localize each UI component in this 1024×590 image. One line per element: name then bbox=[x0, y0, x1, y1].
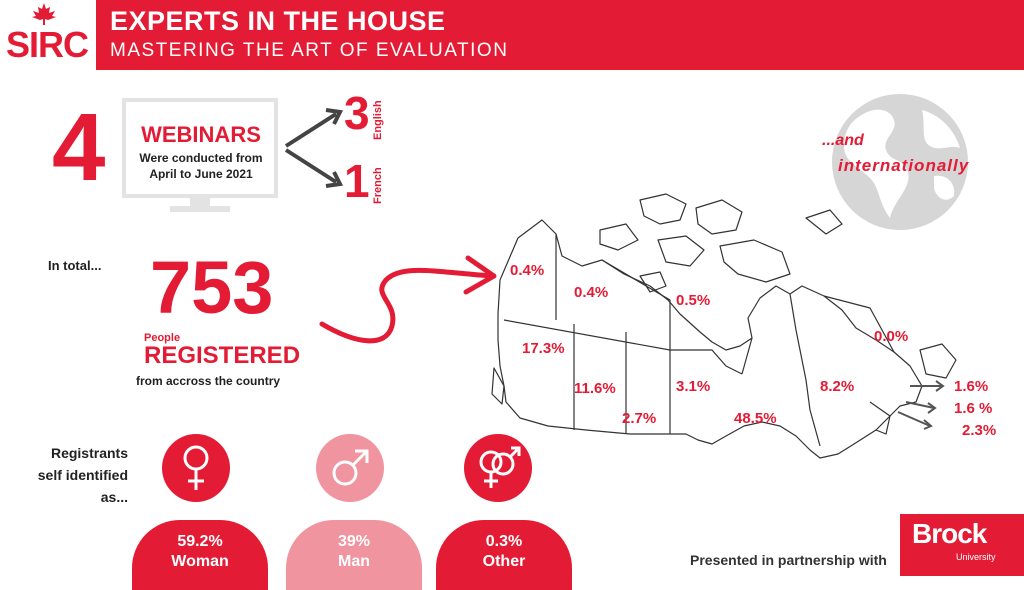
webinar-count: 4 bbox=[52, 94, 106, 201]
woman-percent: 59.2% bbox=[177, 533, 223, 550]
ontario-north-border bbox=[741, 337, 753, 375]
registration-count: 753 bbox=[150, 246, 274, 329]
yukon-percent: 0.4% bbox=[510, 262, 545, 279]
english-label: English bbox=[372, 100, 384, 140]
french-label: French bbox=[372, 167, 384, 204]
atlantic-percent-2: 1.6 % bbox=[954, 400, 993, 417]
registrants-line3: as... bbox=[100, 489, 128, 505]
female-symbol-badge bbox=[162, 434, 230, 502]
internationally-label: internationally bbox=[838, 156, 970, 175]
woman-label: Woman bbox=[171, 553, 229, 570]
registrants-label: Registrants self identified as... bbox=[20, 442, 128, 508]
60th-parallel-border bbox=[503, 319, 671, 351]
maritimes-border bbox=[869, 401, 891, 435]
page-subtitle: MASTERING THE ART OF EVALUATION bbox=[110, 40, 509, 61]
page-title: EXPERTS IN THE HOUSE bbox=[110, 6, 446, 36]
baffin-island bbox=[719, 239, 791, 283]
manitoba-border bbox=[670, 349, 743, 375]
arctic-island bbox=[599, 223, 639, 251]
arctic-island bbox=[695, 199, 743, 235]
other-symbol-badge bbox=[464, 434, 532, 502]
canada-map bbox=[491, 193, 957, 459]
arrow-line bbox=[905, 401, 935, 409]
alberta-percent: 11.6% bbox=[574, 380, 616, 397]
mainland-outline bbox=[497, 219, 923, 459]
arrow-line bbox=[897, 411, 931, 427]
saskatchewan-percent: 2.7% bbox=[622, 410, 657, 427]
male-icon bbox=[332, 449, 369, 486]
newfoundland-labrador-percent: 0.0% bbox=[874, 328, 909, 345]
other-gender-icon bbox=[479, 446, 521, 488]
globe-icon bbox=[832, 94, 968, 230]
brock-logo-name: Brock bbox=[912, 518, 987, 549]
arctic-island bbox=[657, 235, 705, 267]
nunavut-percent: 0.5% bbox=[676, 292, 711, 309]
registered-label: REGISTERED bbox=[144, 342, 301, 369]
other-stat: 0.3% Other bbox=[436, 520, 572, 590]
arrow-head bbox=[935, 380, 945, 392]
atlantic-percent-3: 2.3% bbox=[962, 422, 997, 439]
quebec-border bbox=[789, 293, 821, 447]
newfoundland-island bbox=[919, 343, 957, 379]
people-label: People bbox=[144, 332, 181, 344]
arrow-head bbox=[923, 419, 933, 430]
from-country-label: from accross the country bbox=[136, 374, 281, 388]
arrow-head bbox=[927, 402, 937, 414]
brock-logo-subtitle: University bbox=[956, 552, 996, 562]
brock-logo bbox=[900, 514, 1024, 576]
other-label: Other bbox=[482, 553, 526, 570]
webinars-desc-line2: April to June 2021 bbox=[149, 167, 253, 181]
atlantic-percent-1: 1.6% bbox=[954, 378, 989, 395]
woman-stat: 59.2% Woman bbox=[132, 520, 268, 590]
registrants-line2: self identified bbox=[37, 467, 128, 483]
monitor-icon bbox=[122, 98, 278, 212]
nwt-percent: 0.4% bbox=[574, 284, 609, 301]
quebec-percent: 8.2% bbox=[820, 378, 855, 395]
nwt-nunavut-border bbox=[601, 259, 671, 434]
webinars-desc-line1: Were conducted from bbox=[139, 151, 263, 165]
and-label: ...and bbox=[822, 132, 864, 149]
man-label: Man bbox=[338, 553, 370, 570]
maple-leaf-icon bbox=[32, 3, 56, 25]
webinars-heading: WEBINARS bbox=[141, 122, 261, 147]
vancouver-island bbox=[491, 367, 505, 405]
labrador-border bbox=[823, 295, 895, 353]
arctic-island bbox=[805, 209, 843, 235]
male-symbol-badge bbox=[316, 434, 384, 502]
partnership-text: Presented in partnership with bbox=[690, 552, 887, 568]
ontario-percent: 48.5% bbox=[734, 410, 777, 427]
manitoba-percent: 3.1% bbox=[676, 378, 711, 395]
bc-percent: 17.3% bbox=[522, 340, 565, 357]
english-webinar-count: 3 bbox=[344, 87, 370, 139]
sirc-logo: SIRC bbox=[6, 24, 89, 65]
french-webinar-count: 1 bbox=[344, 155, 370, 207]
other-percent: 0.3% bbox=[485, 533, 523, 550]
in-total-label: In total... bbox=[48, 258, 102, 273]
webinars-description: Were conducted from April to June 2021 bbox=[130, 150, 272, 182]
man-stat: 39% Man bbox=[286, 520, 422, 590]
female-icon bbox=[183, 445, 209, 490]
squiggle-arrow-icon bbox=[319, 255, 497, 344]
registrants-line1: Registrants bbox=[50, 445, 128, 461]
man-percent: 39% bbox=[337, 533, 371, 550]
header-banner bbox=[96, 0, 1024, 70]
split-arrows-icon bbox=[284, 108, 344, 188]
arctic-island bbox=[639, 193, 687, 225]
